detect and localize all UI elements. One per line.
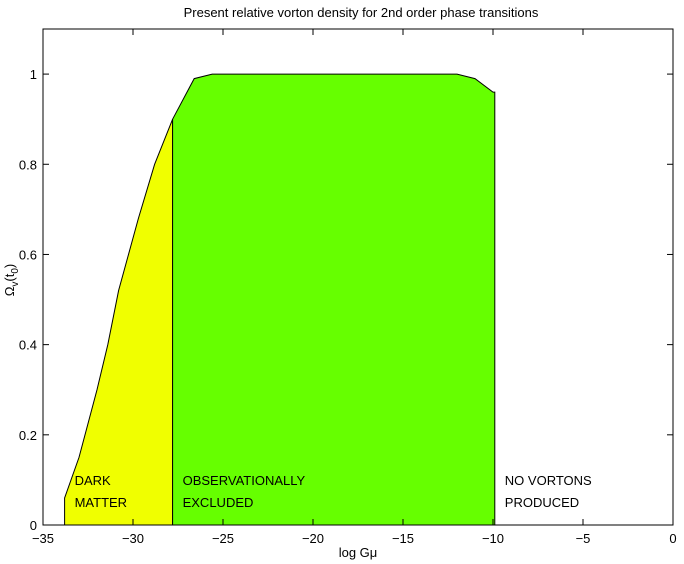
region-label-0-line-1: MATTER xyxy=(75,495,127,510)
region-label-2-line-0: NO VORTONS xyxy=(505,473,592,488)
y-axis-label-arg-sub: 0 xyxy=(10,268,21,274)
y-axis-label: Ωv(t0) xyxy=(2,264,21,297)
y-axis-ticks: 0 0.2 0.4 0.6 0.8 1 xyxy=(19,67,673,533)
y-tick-label: 1 xyxy=(30,67,37,82)
y-axis-label-symbol: Ω xyxy=(2,286,17,296)
x-tick-label: −35 xyxy=(32,531,54,546)
region-label-1-line-1: EXCLUDED xyxy=(183,495,254,510)
x-tick-label: −5 xyxy=(576,531,591,546)
region-label-0-line-0: DARK xyxy=(75,473,111,488)
chart-title: Present relative vorton density for 2nd … xyxy=(184,5,539,20)
x-tick-label: −15 xyxy=(392,531,414,546)
y-axis-label-close: ) xyxy=(2,264,17,268)
x-tick-label: −10 xyxy=(482,531,504,546)
y-tick-label: 0 xyxy=(30,518,37,533)
x-tick-label: −20 xyxy=(302,531,324,546)
x-axis-label: log Gμ xyxy=(339,545,378,560)
region-label-2-line-1: PRODUCED xyxy=(505,495,579,510)
y-tick-label: 0.2 xyxy=(19,428,37,443)
x-tick-label: 0 xyxy=(669,531,676,546)
y-axis-label-arg: (t xyxy=(2,273,17,281)
y-tick-label: 0.6 xyxy=(19,247,37,262)
x-axis-ticks: −35 −30 −25 −20 −15 −10 −5 0 xyxy=(32,29,677,546)
y-tick-label: 0.8 xyxy=(19,157,37,172)
region-fill-1 xyxy=(172,73,496,526)
plot-frame xyxy=(42,28,674,526)
x-tick-label: −25 xyxy=(212,531,234,546)
region-fills xyxy=(64,73,496,526)
region-labels: DARK MATTER OBSERVATIONALLY EXCLUDED NO VORT… xyxy=(75,473,592,510)
y-tick-label: 0.4 xyxy=(19,338,37,353)
y-axis-label-sub: v xyxy=(10,282,21,287)
x-tick-label: −30 xyxy=(122,531,144,546)
region-fill-0 xyxy=(64,119,174,526)
region-label-1-line-0: OBSERVATIONALLY xyxy=(183,473,306,488)
